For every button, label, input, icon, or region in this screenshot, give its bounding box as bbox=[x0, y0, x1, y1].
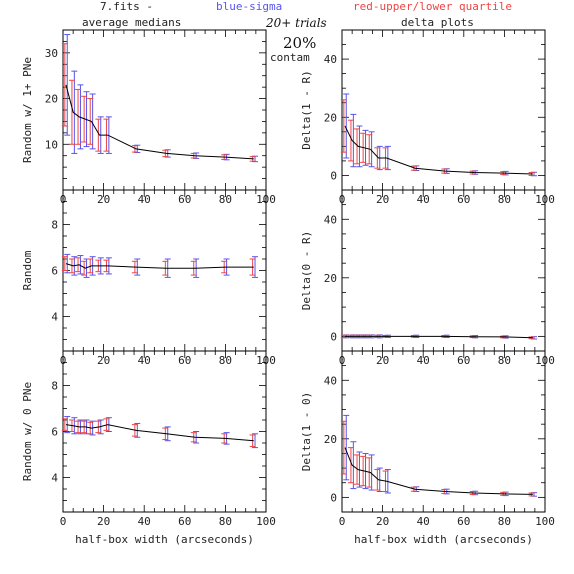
y-axis-label: Delta(0 - R) bbox=[300, 231, 313, 310]
y-tick-label: 20 bbox=[324, 111, 337, 124]
x-tick-label: 60 bbox=[457, 193, 470, 206]
red-quartile-label: red-upper/lower quartile bbox=[353, 0, 512, 13]
percent-label: 20% bbox=[283, 34, 316, 52]
y-tick-label: 8 bbox=[51, 380, 58, 393]
panel-frame bbox=[62, 350, 267, 513]
x-tick-label: 60 bbox=[178, 354, 191, 367]
y-tick-label: 20 bbox=[324, 433, 337, 446]
right-column-title: delta plots bbox=[401, 16, 474, 29]
blue-sigma-label: blue-sigma bbox=[216, 0, 282, 13]
x-tick-label: 40 bbox=[417, 515, 430, 528]
x-tick-label: 20 bbox=[97, 515, 110, 528]
panel-5: 0 20 40 60 80 100 4 6 8 Random w/ 0 PNe half-box w… bbox=[21, 350, 276, 546]
y-tick-label: 30 bbox=[45, 47, 58, 60]
y-axis-label: Delta(1 - R) bbox=[300, 70, 313, 149]
panel-frame bbox=[341, 189, 546, 352]
y-tick-label: 20 bbox=[45, 93, 58, 106]
x-tick-label: 40 bbox=[138, 515, 151, 528]
y-axis-label: Random bbox=[21, 250, 34, 290]
panel-6: 0 20 40 60 80 100 0 20 40 Delta(1 - 0) half-box wi… bbox=[300, 350, 555, 546]
x-tick-label: 20 bbox=[97, 354, 110, 367]
median-line bbox=[344, 447, 533, 495]
x-tick-label: 80 bbox=[219, 193, 232, 206]
trials-label: 20+ trials bbox=[265, 16, 327, 30]
left-column-title: average medians bbox=[82, 16, 181, 29]
x-tick-label: 40 bbox=[417, 354, 430, 367]
y-tick-label: 6 bbox=[51, 426, 58, 439]
x-tick-label: 20 bbox=[97, 193, 110, 206]
y-tick-label: 0 bbox=[330, 169, 337, 182]
x-tick-label: 40 bbox=[138, 193, 151, 206]
y-tick-label: 40 bbox=[324, 53, 337, 66]
panel-frame bbox=[62, 189, 267, 352]
y-tick-label: 4 bbox=[51, 311, 58, 324]
panel-frame bbox=[341, 350, 546, 513]
y-axis-label: Random w/ 0 PNe bbox=[21, 382, 34, 481]
y-tick-label: 40 bbox=[324, 213, 337, 226]
y-tick-label: 0 bbox=[330, 330, 337, 343]
x-tick-label: 20 bbox=[376, 354, 389, 367]
median-line bbox=[344, 125, 533, 175]
x-tick-label: 80 bbox=[498, 354, 511, 367]
median-line bbox=[65, 424, 254, 442]
contam-label: contam bbox=[270, 51, 310, 64]
x-tick-label: 60 bbox=[178, 193, 191, 206]
y-tick-label: 10 bbox=[45, 138, 58, 151]
x-tick-label: 100 bbox=[256, 515, 276, 528]
x-tick-label: 60 bbox=[457, 515, 470, 528]
median-line bbox=[345, 335, 533, 339]
median-line bbox=[65, 263, 254, 269]
x-tick-label: 80 bbox=[498, 193, 511, 206]
y-tick-label: 6 bbox=[51, 265, 58, 278]
y-axis-label: Random w/ 1+ PNe bbox=[21, 57, 34, 163]
x-tick-label: 100 bbox=[535, 515, 555, 528]
x-tick-label: 20 bbox=[376, 193, 389, 206]
file-label: 7.fits - bbox=[100, 0, 153, 13]
x-tick-label: 80 bbox=[219, 354, 232, 367]
y-tick-label: 8 bbox=[51, 219, 58, 232]
x-axis-label: half-box width (arcseconds) bbox=[75, 533, 254, 546]
x-axis-label: half-box width (arcseconds) bbox=[354, 533, 533, 546]
x-tick-label: 20 bbox=[376, 515, 389, 528]
panel-frame bbox=[341, 29, 546, 191]
x-tick-label: 40 bbox=[417, 193, 430, 206]
y-tick-label: 20 bbox=[324, 272, 337, 285]
y-tick-label: 40 bbox=[324, 374, 337, 387]
x-tick-label: 80 bbox=[219, 515, 232, 528]
x-tick-label: 60 bbox=[178, 515, 191, 528]
y-tick-label: 0 bbox=[330, 491, 337, 504]
x-tick-label: 0 bbox=[339, 515, 346, 528]
x-tick-label: 40 bbox=[138, 354, 151, 367]
panel-frame bbox=[62, 29, 267, 191]
y-axis-label: Delta(1 - 0) bbox=[300, 392, 313, 471]
y-tick-label: 4 bbox=[51, 472, 58, 485]
x-tick-label: 60 bbox=[457, 354, 470, 367]
x-tick-label: 80 bbox=[498, 515, 511, 528]
x-tick-label: 0 bbox=[60, 515, 67, 528]
median-line bbox=[65, 84, 254, 160]
